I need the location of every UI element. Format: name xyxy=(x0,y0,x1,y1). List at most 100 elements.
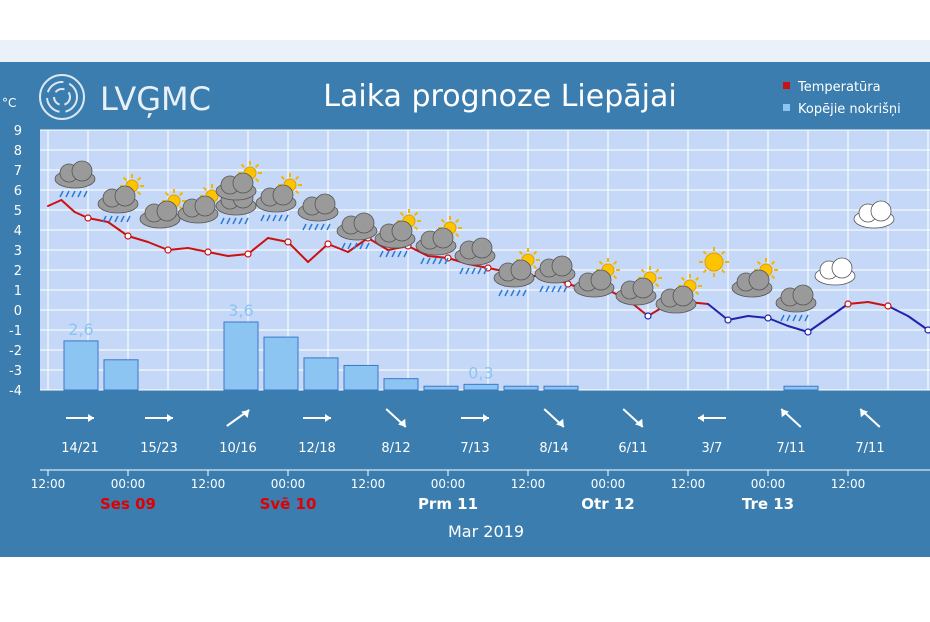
sun-ray xyxy=(654,282,660,288)
temperature-segment xyxy=(827,303,849,319)
cloud-icon xyxy=(853,200,895,229)
rain-drop xyxy=(347,242,352,250)
sun-ray xyxy=(532,264,538,270)
rain-drop xyxy=(420,257,425,265)
sun-ray xyxy=(136,176,142,182)
rain-drop xyxy=(284,214,289,222)
weather-icons xyxy=(54,160,895,322)
sun-ray xyxy=(532,250,538,256)
rain-drop xyxy=(320,223,325,231)
temperature-marker xyxy=(84,214,92,222)
rain-drop xyxy=(120,215,125,223)
temperature-marker xyxy=(284,238,292,246)
rain-drop xyxy=(272,214,277,222)
cloud-sun-rain-icon xyxy=(493,248,540,297)
logo: LVĢMC xyxy=(39,74,211,120)
wind-head xyxy=(698,414,704,422)
cloud-puff xyxy=(672,285,694,307)
sun-ray xyxy=(294,175,300,181)
rain-drop xyxy=(365,242,370,250)
cloud-sun-rain-icon xyxy=(374,209,421,258)
wind-head xyxy=(781,409,789,418)
rain-drop xyxy=(516,289,521,297)
cloud-puff xyxy=(471,237,493,259)
wind-speed-label: 10/16 xyxy=(219,441,256,456)
cloud-puff xyxy=(551,255,573,277)
cloud-sun-icon xyxy=(215,161,262,201)
x-tick-label: 00:00 xyxy=(271,477,306,491)
y-tick-label: 5 xyxy=(14,204,22,219)
cloud-puff xyxy=(71,160,93,182)
cloud-puff xyxy=(632,277,654,299)
cloud-rain-sun-icon xyxy=(255,173,302,222)
rain-drop xyxy=(471,267,476,275)
rain-drop xyxy=(114,215,119,223)
sun-disc xyxy=(704,252,724,272)
sun-ray xyxy=(440,218,446,224)
rain-drop xyxy=(379,250,384,258)
sun-ray xyxy=(454,218,460,224)
rain-drop xyxy=(522,289,527,297)
rain-drop xyxy=(563,285,568,293)
wind-speed-label: 12/18 xyxy=(298,441,335,456)
cloud-puff xyxy=(353,212,375,234)
cloud-sun-icon xyxy=(731,258,778,298)
wind-speed-label: 7/11 xyxy=(776,441,805,456)
wind-arrow-icon xyxy=(780,408,802,428)
day-label: Ses 09 xyxy=(100,495,156,513)
rain-drop xyxy=(326,223,331,231)
rain-drop xyxy=(539,285,544,293)
rain-drop xyxy=(220,217,225,225)
sun-ray xyxy=(518,250,524,256)
precipitation-bar xyxy=(783,385,819,391)
cloud-puff xyxy=(232,172,254,194)
wind-arrow-icon xyxy=(461,414,489,422)
temperature-marker xyxy=(844,300,852,308)
rain-drop xyxy=(510,289,515,297)
rain-drop xyxy=(359,242,364,250)
sun-ray xyxy=(254,177,260,183)
rain-drop xyxy=(302,223,307,231)
rain-drop xyxy=(504,289,509,297)
rain-drop xyxy=(77,190,82,198)
y-tick-label: 4 xyxy=(14,224,22,239)
precipitation-bar xyxy=(303,357,339,391)
sun-ray xyxy=(770,274,776,280)
precipitation-bar xyxy=(503,385,539,391)
rain-drop xyxy=(232,217,237,225)
rain-drop xyxy=(308,223,313,231)
precipitation-bar xyxy=(343,364,379,391)
sun-ray xyxy=(178,191,184,197)
day-label: Otr 12 xyxy=(581,495,634,513)
sun-ray xyxy=(454,232,460,238)
sun-ray xyxy=(280,175,286,181)
temperature-marker xyxy=(204,248,212,256)
rain-drop xyxy=(444,257,449,265)
rain-drop xyxy=(83,190,88,198)
rain-drop xyxy=(557,285,562,293)
rain-drop xyxy=(266,214,271,222)
x-tick-label: 12:00 xyxy=(191,477,226,491)
temperature-marker xyxy=(164,246,172,254)
page-title: Laika prognoze Liepājai xyxy=(323,79,676,114)
precipitation-bar xyxy=(103,359,139,391)
precipitation-bar xyxy=(463,383,499,391)
legend-swatch-temperature xyxy=(783,82,790,89)
rain-drop xyxy=(551,285,556,293)
rain-drop xyxy=(59,190,64,198)
cloud-rain-icon xyxy=(297,193,339,231)
precipitation-bar xyxy=(383,378,419,391)
cloud-sun-icon xyxy=(655,274,702,314)
sun-ray xyxy=(202,186,208,192)
wind-arrow-icon xyxy=(145,414,173,422)
rain-drop xyxy=(102,215,107,223)
sun-ray xyxy=(399,211,405,217)
sun-ray xyxy=(254,163,260,169)
cloud-sun-rain-icon xyxy=(415,216,462,265)
wind-arrow-icon xyxy=(698,414,726,422)
legend: Temperatūra Kopējie nokrišņi xyxy=(783,80,901,117)
rain-drop xyxy=(278,214,283,222)
month-label: Mar 2019 xyxy=(448,522,524,541)
rain-drop xyxy=(314,223,319,231)
cloud-puff xyxy=(792,284,814,306)
